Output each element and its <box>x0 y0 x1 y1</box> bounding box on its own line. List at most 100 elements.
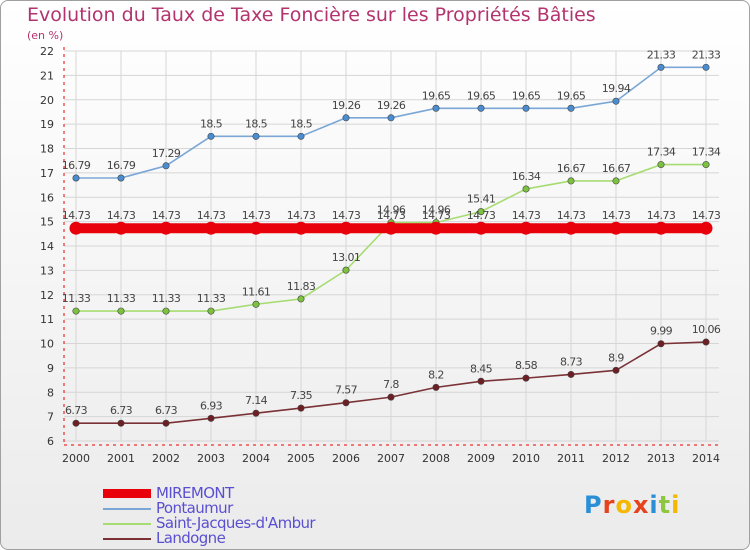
y-tick-label: 13 <box>40 264 54 277</box>
data-point <box>69 221 83 235</box>
data-label: 6.73 <box>110 404 133 417</box>
x-tick-label: 2007 <box>377 452 405 465</box>
legend-item: MIREMONT <box>103 486 315 501</box>
data-point <box>477 377 485 385</box>
data-point <box>702 161 710 169</box>
data-label: 21.33 <box>692 48 721 61</box>
data-label: 19.65 <box>467 89 496 102</box>
data-point <box>612 177 620 185</box>
data-label: 11.33 <box>62 292 91 305</box>
x-tick-label: 2006 <box>332 452 360 465</box>
data-point <box>432 383 440 391</box>
data-label: 16.34 <box>512 170 541 183</box>
axes: 6 7 8 9 10 11 12 13 14 15 16 17 18 19 20 21 22 2000 2001 20… <box>40 45 720 465</box>
data-point <box>114 221 128 235</box>
data-point <box>207 414 215 422</box>
data-point <box>384 221 398 235</box>
y-tick-label: 7 <box>47 411 54 424</box>
data-point <box>429 221 443 235</box>
logo-letter: x <box>632 491 650 519</box>
x-tick-label: 2003 <box>197 452 225 465</box>
data-label: 14.73 <box>467 209 496 222</box>
data-point <box>342 114 350 122</box>
data-label: 14.96 <box>422 204 451 217</box>
data-label: 6.93 <box>200 399 223 412</box>
data-point <box>657 63 665 71</box>
data-label: 7.8 <box>383 378 399 391</box>
data-point <box>204 221 218 235</box>
data-label: 7.35 <box>290 389 313 402</box>
data-label: 8.58 <box>515 359 538 372</box>
data-point <box>162 419 170 427</box>
data-point <box>474 221 488 235</box>
data-point <box>249 221 263 235</box>
data-label: 17.34 <box>692 146 721 159</box>
data-point <box>117 174 125 182</box>
y-tick-label: 14 <box>40 240 54 253</box>
data-label: 17.29 <box>152 147 181 160</box>
data-label: 19.65 <box>422 89 451 102</box>
y-tick-label: 22 <box>40 45 54 58</box>
legend-label: Saint-Jacques-d'Ambur <box>156 514 316 532</box>
data-label: 14.73 <box>557 209 586 222</box>
data-point <box>612 97 620 105</box>
legend-swatch <box>103 489 151 498</box>
data-point <box>297 295 305 303</box>
data-label: 19.94 <box>602 82 631 95</box>
data-label: 7.14 <box>245 394 268 407</box>
data-point <box>564 221 578 235</box>
data-label: 7.57 <box>335 384 358 397</box>
logo-letter: i <box>649 491 659 519</box>
data-label: 16.79 <box>62 159 91 172</box>
data-label: 11.33 <box>197 292 226 305</box>
y-tick-label: 9 <box>47 362 54 375</box>
legend-swatch <box>103 522 151 525</box>
x-tick-label: 2010 <box>512 452 540 465</box>
x-tick-label: 2008 <box>422 452 450 465</box>
data-point <box>387 114 395 122</box>
data-label: 19.26 <box>377 99 406 112</box>
proxiti-logo: Proxiti <box>584 491 680 519</box>
data-point <box>72 174 80 182</box>
data-label: 16.67 <box>557 162 586 175</box>
data-point <box>294 221 308 235</box>
legend-swatch <box>103 507 151 510</box>
x-tick-label: 2013 <box>647 452 675 465</box>
data-label: 19.65 <box>512 89 541 102</box>
legend-label: MIREMONT <box>156 484 234 502</box>
legend-swatch <box>103 537 151 540</box>
data-point <box>522 374 530 382</box>
data-label: 11.33 <box>152 292 181 305</box>
x-tick-label: 2012 <box>602 452 630 465</box>
data-point <box>702 338 710 346</box>
x-tick-label: 2005 <box>287 452 315 465</box>
data-point <box>519 221 533 235</box>
data-point <box>72 307 80 315</box>
grid-lines <box>64 50 719 442</box>
data-point <box>477 104 485 112</box>
data-point <box>297 404 305 412</box>
x-tick-label: 2014 <box>692 452 720 465</box>
x-tick-label: 2000 <box>62 452 90 465</box>
data-label: 16.67 <box>602 162 631 175</box>
legend-item: Saint-Jacques-d'Ambur <box>103 514 316 532</box>
data-point <box>252 132 260 140</box>
data-point <box>654 221 668 235</box>
y-tick-label: 19 <box>40 118 54 131</box>
chart-title: Evolution du Taux de Taxe Foncière sur l… <box>27 4 596 26</box>
data-point <box>609 221 623 235</box>
data-label: 19.65 <box>557 89 586 102</box>
logo-letter: t <box>658 491 672 519</box>
data-point <box>567 370 575 378</box>
legend-label: Pontaumur <box>156 499 233 517</box>
data-label: 21.33 <box>647 48 676 61</box>
data-point <box>72 419 80 427</box>
data-point <box>339 221 353 235</box>
x-tick-label: 2002 <box>152 452 180 465</box>
data-label: 14.73 <box>692 209 721 222</box>
data-point <box>297 132 305 140</box>
y-tick-label: 10 <box>40 338 54 351</box>
data-label: 14.73 <box>512 209 541 222</box>
